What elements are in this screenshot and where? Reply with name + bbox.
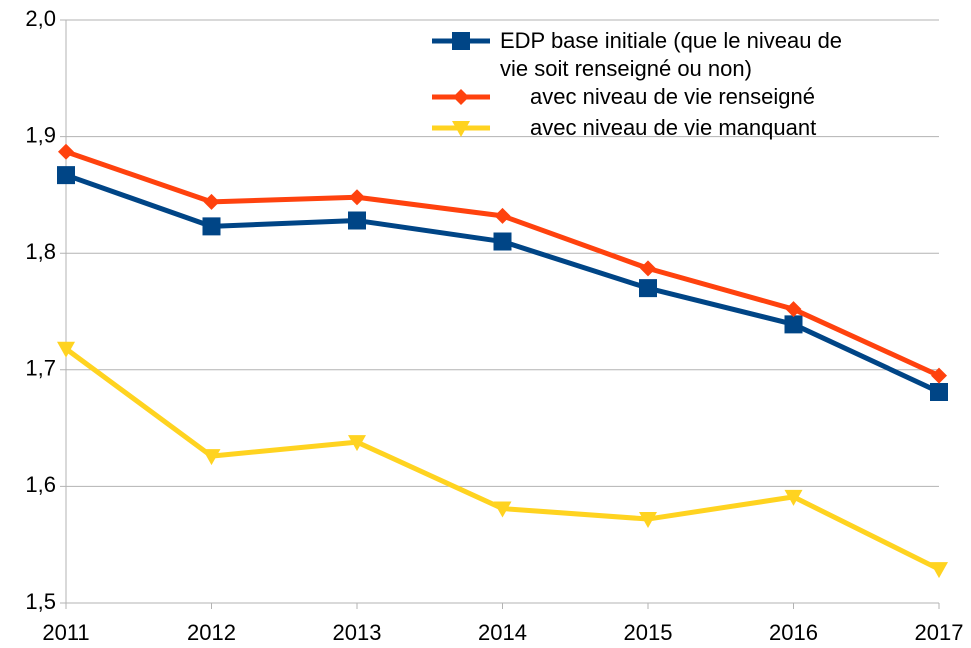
marker xyxy=(784,315,803,334)
x-tick-label: 2011 xyxy=(42,620,89,645)
marker xyxy=(202,449,221,466)
y-tick-label: 1,7 xyxy=(25,356,56,381)
marker xyxy=(202,217,221,236)
marker xyxy=(639,512,657,529)
marker xyxy=(640,260,656,277)
x-tick-label: 2012 xyxy=(187,620,236,645)
x-tick-label: 2017 xyxy=(915,620,964,645)
marker xyxy=(494,207,511,224)
series-line xyxy=(64,346,941,572)
marker xyxy=(639,279,657,298)
x-tick-label: 2014 xyxy=(478,620,527,645)
legend-label: EDP base initiale (que le niveau de vie … xyxy=(500,28,843,81)
marker xyxy=(930,562,948,579)
marker xyxy=(203,193,220,210)
legend-label: avec niveau de vie manquant xyxy=(530,115,817,140)
marker xyxy=(57,341,75,358)
y-tick-label: 1,6 xyxy=(25,472,56,497)
series-line xyxy=(65,149,941,378)
y-tick-label: 1,5 xyxy=(25,589,56,614)
marker xyxy=(349,189,365,206)
y-tick-label: 2,0 xyxy=(25,6,56,31)
marker xyxy=(784,489,803,506)
y-tick-label: 1,8 xyxy=(25,239,56,264)
marker xyxy=(785,301,802,318)
marker xyxy=(452,121,470,137)
x-tick-label: 2013 xyxy=(333,620,382,645)
x-tick-label: 2016 xyxy=(769,620,818,645)
marker xyxy=(493,232,512,251)
marker xyxy=(452,32,470,50)
marker xyxy=(348,211,366,230)
marker xyxy=(58,143,74,160)
marker xyxy=(931,367,947,384)
marker xyxy=(493,501,512,518)
marker xyxy=(930,382,948,401)
legend-label: avec niveau de vie renseigné xyxy=(530,84,815,109)
y-tick-label: 1,9 xyxy=(25,122,56,147)
marker xyxy=(453,89,469,105)
marker xyxy=(57,166,75,185)
x-tick-label: 2015 xyxy=(624,620,673,645)
series-line xyxy=(65,172,941,395)
marker xyxy=(348,435,366,452)
